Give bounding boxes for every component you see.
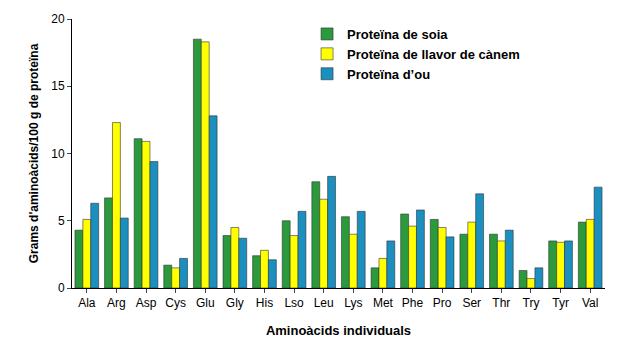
svg-text:Try: Try — [523, 296, 540, 310]
svg-text:Proteïna de soia: Proteïna de soia — [347, 27, 448, 42]
svg-text:Arg: Arg — [107, 296, 126, 310]
svg-text:Ala: Ala — [78, 296, 96, 310]
svg-text:5: 5 — [58, 214, 65, 228]
svg-text:Glu: Glu — [196, 296, 215, 310]
svg-text:Tyr: Tyr — [552, 296, 569, 310]
svg-text:Pro: Pro — [433, 296, 452, 310]
svg-text:Val: Val — [582, 296, 598, 310]
svg-text:Cys: Cys — [165, 296, 186, 310]
svg-text:0: 0 — [58, 281, 65, 295]
svg-text:Proteïna de llavor de cànem: Proteïna de llavor de cànem — [347, 47, 520, 62]
svg-text:Phe: Phe — [402, 296, 424, 310]
svg-text:20: 20 — [51, 12, 65, 26]
svg-text:Lso: Lso — [284, 296, 304, 310]
svg-text:Proteïna d’ou: Proteïna d’ou — [347, 67, 430, 82]
svg-text:Leu: Leu — [314, 296, 334, 310]
svg-text:His: His — [256, 296, 273, 310]
svg-text:Asp: Asp — [136, 296, 157, 310]
svg-text:Thr: Thr — [492, 296, 510, 310]
svg-text:Aminoàcids individuals: Aminoàcids individuals — [266, 323, 411, 338]
svg-text:Gly: Gly — [226, 296, 244, 310]
svg-text:15: 15 — [51, 79, 65, 93]
svg-text:Ser: Ser — [462, 296, 481, 310]
svg-text:10: 10 — [51, 147, 65, 161]
svg-text:Lys: Lys — [344, 296, 362, 310]
svg-text:Met: Met — [373, 296, 394, 310]
svg-text:Grams d'aminoàcids/100 g de pr: Grams d'aminoàcids/100 g de proteïna — [27, 43, 41, 263]
